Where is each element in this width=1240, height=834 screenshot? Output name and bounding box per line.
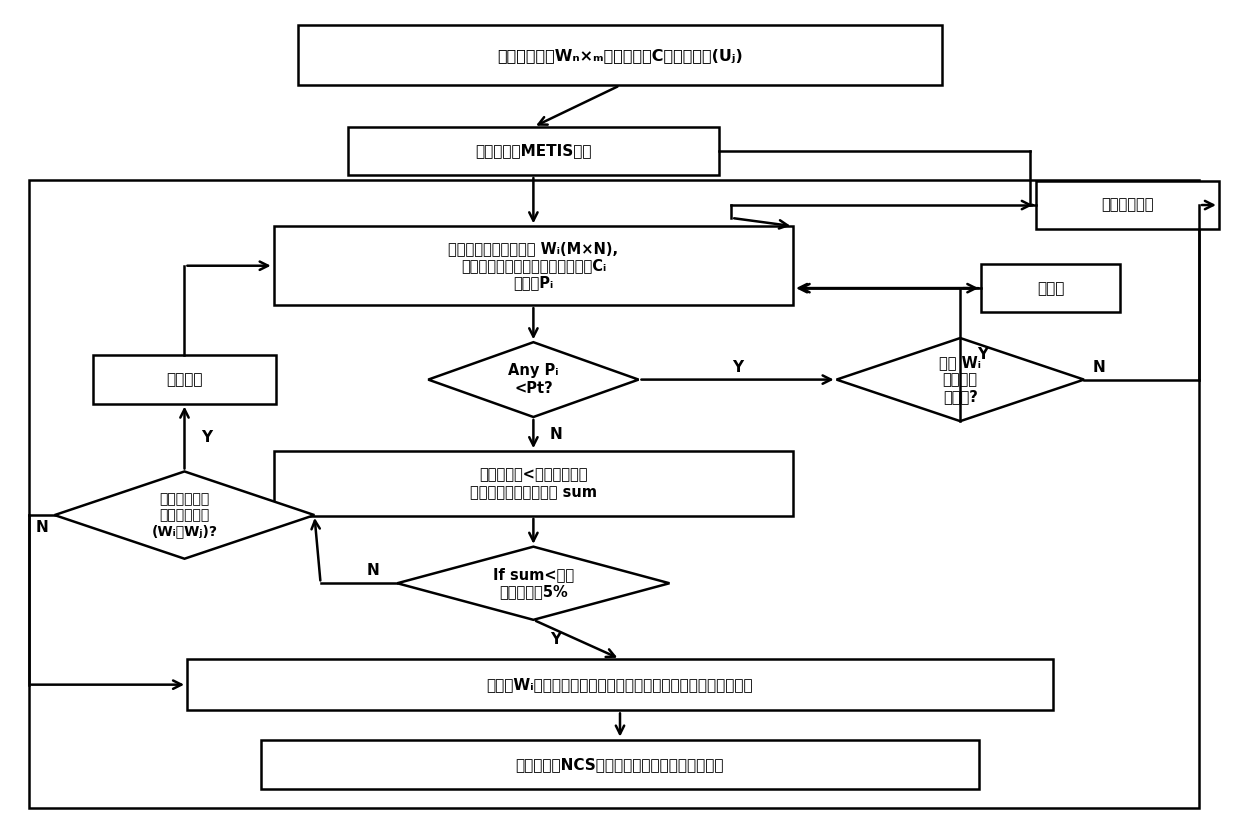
Text: Y: Y [201,430,212,445]
Text: 判断 Wᵢ
是否能对
半转置?: 判断 Wᵢ 是否能对 半转置? [939,354,981,404]
Polygon shape [397,546,670,620]
Text: N: N [366,563,379,578]
FancyBboxPatch shape [262,740,978,790]
FancyBboxPatch shape [1035,181,1219,229]
Text: 权重修改的METIS聚类: 权重修改的METIS聚类 [475,143,591,158]
Text: Y: Y [732,359,743,374]
FancyBboxPatch shape [274,451,794,516]
Text: 对每个子突触连接矩阵 Wᵢ(M×N),
计算利用率和成功映射到忆阻阵列Cᵢ
的概率Pᵢ: 对每个子突触连接矩阵 Wᵢ(M×N), 计算利用率和成功映射到忆阻阵列Cᵢ 的概… [449,241,619,290]
FancyBboxPatch shape [187,659,1053,711]
Polygon shape [837,338,1084,421]
Text: Y: Y [977,347,988,362]
Text: N: N [36,520,48,535]
Text: 根据结果对NCS进行布局规划，评估线长和面积: 根据结果对NCS进行布局规划，评估线长和面积 [516,757,724,772]
Text: 对半转置算法: 对半转置算法 [1101,198,1153,213]
Text: 计算利用率<阈值的所有子
矩阵的有效连接数之和 sum: 计算利用率<阈值的所有子 矩阵的有效连接数之和 sum [470,467,596,500]
Text: Any Pᵢ
<Pt?: Any Pᵢ <Pt? [508,364,559,396]
Text: Y: Y [551,632,562,647]
Polygon shape [428,342,639,417]
FancyBboxPatch shape [347,127,719,175]
Text: 输入神经网络Wₙ×ₘ和忆阻阵列C的统一尺寸(Uⱼ): 输入神经网络Wₙ×ₘ和忆阻阵列C的统一尺寸(Uⱼ) [497,48,743,63]
Text: N: N [549,426,562,441]
FancyBboxPatch shape [274,226,794,305]
Polygon shape [55,471,315,559]
FancyBboxPatch shape [299,26,941,85]
Text: 二划分: 二划分 [1037,281,1064,296]
FancyBboxPatch shape [93,355,277,404]
Text: 是否有尺寸过
小的子矩阵对
(Wᵢ，Wⱼ)?: 是否有尺寸过 小的子矩阵对 (Wᵢ，Wⱼ)? [151,492,217,538]
Text: If sum<输入
总连接数的5%: If sum<输入 总连接数的5% [492,567,574,600]
Text: 对每个Wᵢ进行基于二部匹配的忆阻阵列容错映射或离散突触映射: 对每个Wᵢ进行基于二部匹配的忆阻阵列容错映射或离散突触映射 [486,677,754,692]
FancyBboxPatch shape [981,264,1120,312]
Text: N: N [1092,359,1105,374]
Text: 合并算法: 合并算法 [166,372,203,387]
